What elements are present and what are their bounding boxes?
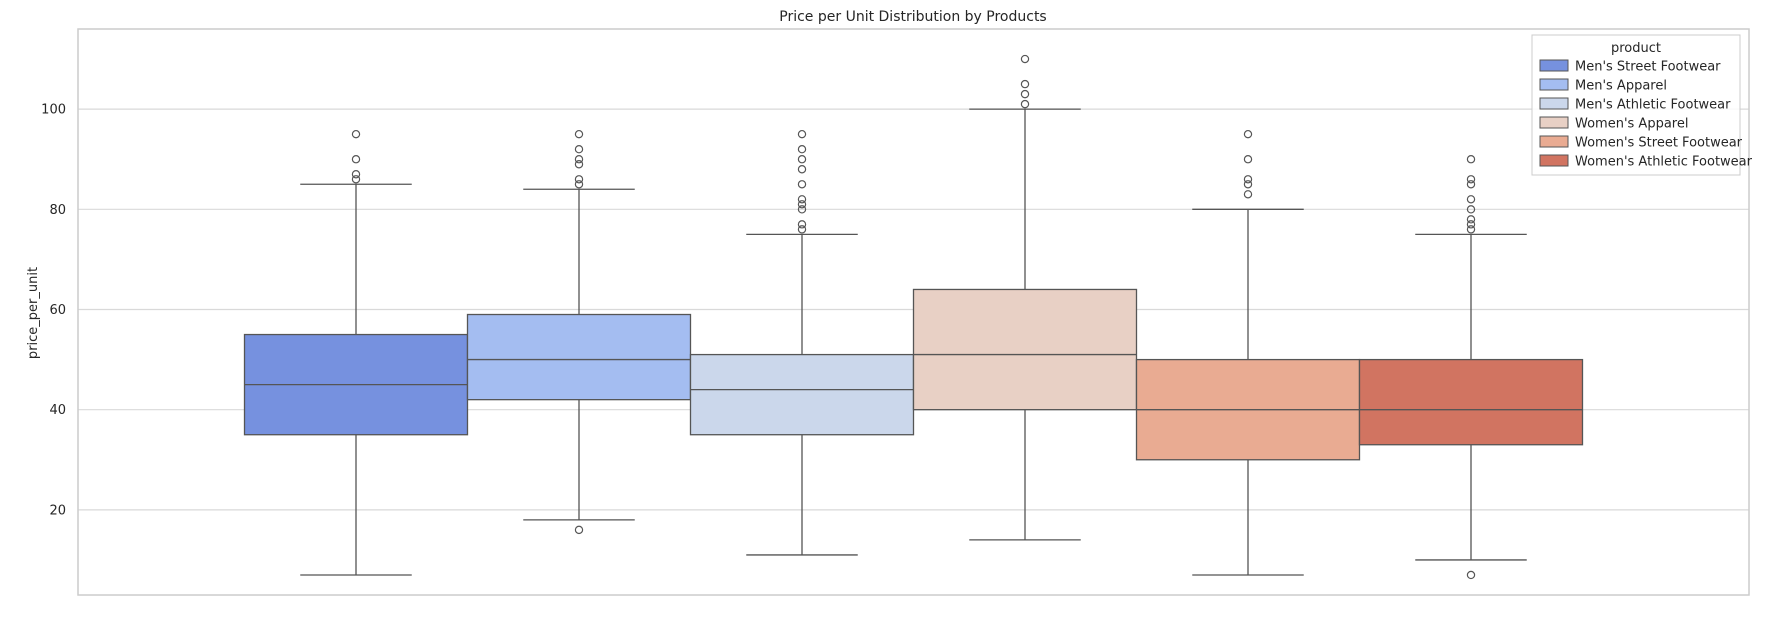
outlier-point — [351, 155, 361, 164]
outlier-point — [1466, 175, 1476, 184]
outlier-point — [574, 155, 584, 164]
outlier-point — [351, 170, 361, 179]
legend-swatch — [1539, 135, 1569, 148]
outlier-point — [574, 145, 584, 154]
y-axis-label: price_per_unit — [26, 267, 41, 359]
outlier-point — [1243, 180, 1253, 189]
outlier-point — [1243, 155, 1253, 164]
outlier-point — [797, 165, 807, 174]
legend-swatch — [1539, 154, 1569, 167]
outlier-point — [1243, 129, 1253, 139]
outlier-point — [1466, 225, 1476, 234]
legend-label: Men's Apparel — [1575, 79, 1667, 94]
outlier-point — [797, 129, 807, 139]
y-tick-label: 40 — [49, 403, 66, 418]
legend-swatch — [1539, 97, 1569, 110]
iqr-box — [1358, 358, 1584, 446]
outlier-point — [1020, 54, 1030, 64]
outlier-point — [797, 205, 807, 214]
legend-label: Men's Street Footwear — [1575, 60, 1721, 75]
outlier-point — [797, 145, 807, 154]
y-tick-label: 60 — [49, 303, 66, 318]
box-group — [243, 129, 469, 576]
outlier-point — [574, 160, 584, 169]
outlier-point — [797, 200, 807, 209]
y-tick-label: 100 — [41, 103, 66, 118]
box-group — [1358, 155, 1584, 580]
outlier-point — [797, 155, 807, 164]
outlier-point — [1466, 215, 1476, 224]
outlier-point — [1243, 190, 1253, 199]
box-group — [912, 54, 1138, 541]
outlier-point — [1466, 570, 1476, 580]
outlier-point — [1020, 89, 1030, 99]
plot-frame — [77, 28, 1750, 596]
outlier-point — [1466, 180, 1476, 189]
legend: product Men's Street Footwear Men's Appar… — [1531, 34, 1753, 176]
outlier-point — [351, 129, 361, 139]
box-group — [1135, 129, 1361, 576]
legend-title: product — [1611, 41, 1661, 56]
boxplots — [243, 54, 1584, 580]
outlier-point — [574, 525, 584, 535]
legend-swatch — [1539, 78, 1569, 91]
iqr-box — [912, 288, 1138, 411]
outlier-point — [797, 220, 807, 229]
box-group — [466, 129, 692, 535]
legend-label: Women's Street Footwear — [1575, 136, 1743, 151]
iqr-box — [689, 353, 915, 436]
outlier-point — [574, 180, 584, 189]
legend-label: Women's Athletic Footwear — [1575, 155, 1753, 170]
y-tick-label: 80 — [49, 203, 66, 218]
legend-label: Women's Apparel — [1575, 117, 1688, 132]
box-group — [689, 129, 915, 556]
outlier-point — [1466, 195, 1476, 204]
legend-swatch — [1539, 116, 1569, 129]
outlier-point — [574, 175, 584, 184]
outlier-point — [1466, 205, 1476, 214]
outlier-point — [1020, 99, 1030, 109]
outlier-point — [797, 180, 807, 189]
outlier-point — [1243, 175, 1253, 184]
legend-swatch — [1539, 59, 1569, 72]
legend-label: Men's Athletic Footwear — [1575, 98, 1731, 113]
y-tick-label: 20 — [49, 503, 66, 518]
outlier-point — [1020, 79, 1030, 89]
outlier-point — [797, 195, 807, 204]
outlier-point — [1466, 155, 1476, 164]
y-axis-ticks: 20 40 60 80 100 — [41, 103, 66, 519]
outlier-point — [797, 225, 807, 234]
iqr-box — [466, 313, 692, 401]
outlier-point — [574, 129, 584, 139]
outlier-point — [1466, 220, 1476, 229]
chart-title: Price per Unit Distribution by Products — [779, 9, 1046, 25]
outlier-point — [351, 175, 361, 184]
